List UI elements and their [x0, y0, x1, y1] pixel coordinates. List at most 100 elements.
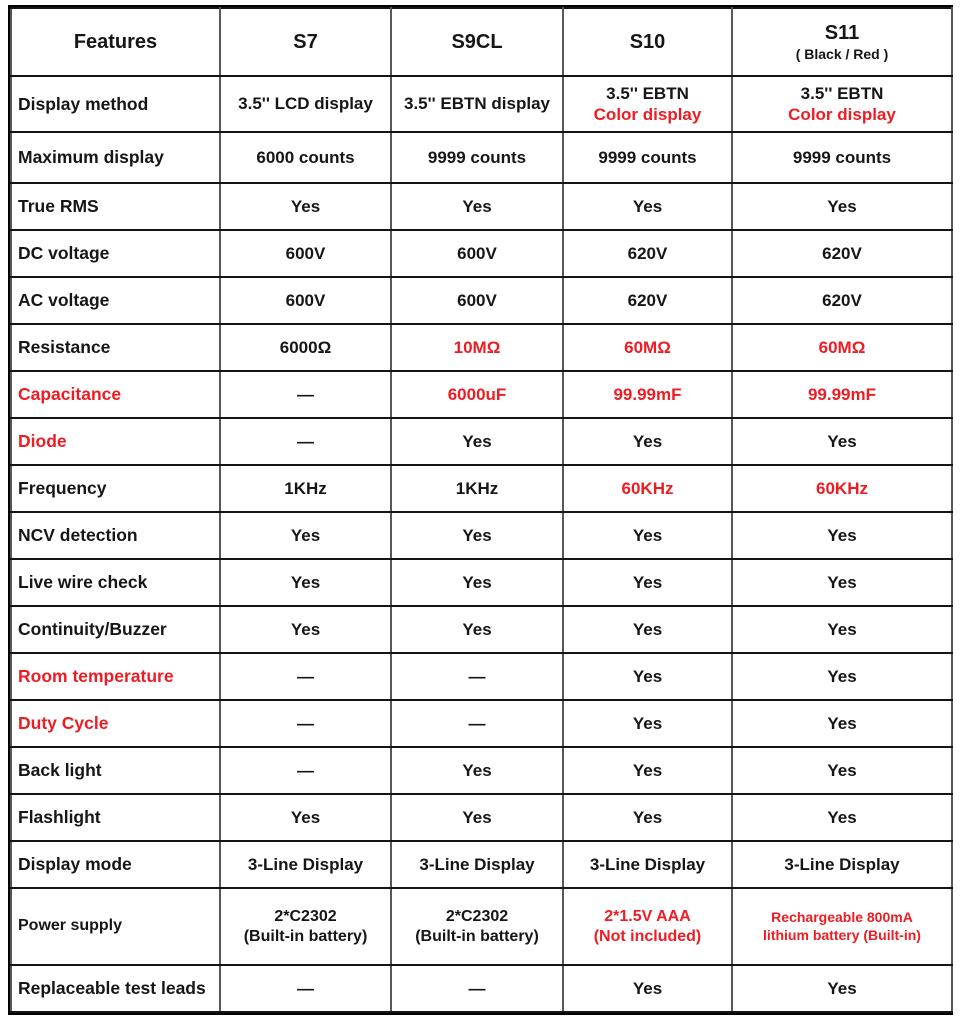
- value-line: 600V: [285, 243, 326, 263]
- value-cell: Yes: [390, 511, 564, 560]
- value-line: Yes: [827, 619, 857, 639]
- value-cell: Rechargeable 800mA lithium battery (Built…: [731, 887, 953, 966]
- value-line: Yes: [632, 572, 663, 592]
- column-header-label: S7: [293, 30, 318, 53]
- value-cell: 620V: [562, 229, 733, 278]
- feature-label: DC voltage: [10, 229, 221, 278]
- value-line: Yes: [827, 978, 857, 998]
- value-line: 99.99mF: [613, 384, 682, 404]
- value-line: 3.5'' EBTN display: [403, 94, 551, 114]
- value-cell: Yes: [219, 511, 392, 560]
- feature-label: AC voltage: [10, 276, 221, 325]
- value-cell: 9999 counts: [562, 131, 733, 184]
- value-cell: 6000 counts: [219, 131, 392, 184]
- value-line: Yes: [632, 807, 663, 827]
- table-row: DC voltage 600V 600V 620V 620V: [10, 229, 953, 278]
- value-line: 9999 counts: [427, 147, 527, 167]
- table-row: Replaceable test leads — — Yes Yes: [10, 964, 953, 1013]
- value-cell: Yes: [731, 746, 953, 795]
- value-cell: Yes: [390, 746, 564, 795]
- value-cell: 620V: [562, 276, 733, 325]
- table-row: True RMS Yes Yes Yes Yes: [10, 182, 953, 231]
- feature-label: Continuity/Buzzer: [10, 605, 221, 654]
- value-cell: 3.5'' EBTN Color display: [731, 75, 953, 133]
- value-line: Yes: [462, 431, 492, 451]
- value-line: Yes: [632, 196, 663, 216]
- value-line: 3-Line Display: [589, 854, 706, 874]
- value-cell: 620V: [731, 276, 953, 325]
- value-cell: —: [390, 652, 564, 701]
- value-cell: 3-Line Display: [562, 840, 733, 889]
- table-row: Continuity/Buzzer Yes Yes Yes Yes: [10, 605, 953, 654]
- column-header-s7: S7: [219, 7, 392, 77]
- table-row: Room temperature — — Yes Yes: [10, 652, 953, 701]
- value-line: Yes: [632, 431, 663, 451]
- value-cell: 600V: [219, 276, 392, 325]
- value-cell: Yes: [219, 558, 392, 607]
- value-line: 99.99mF: [807, 384, 877, 404]
- value-cell: Yes: [731, 652, 953, 701]
- value-line: —: [468, 978, 486, 998]
- value-line: Yes: [290, 572, 321, 592]
- value-cell: Yes: [731, 558, 953, 607]
- comparison-table: Features S7 S9CL S10 S11 ( Black / Red )…: [10, 7, 953, 1013]
- value-line: —: [297, 760, 314, 780]
- value-cell: 60KHz: [731, 464, 953, 513]
- value-cell: 1KHz: [219, 464, 392, 513]
- value-line: Yes: [290, 807, 321, 827]
- value-cell: 10MΩ: [390, 323, 564, 372]
- value-line: Yes: [632, 525, 663, 545]
- value-line: 1KHz: [284, 478, 327, 498]
- value-line: 600V: [285, 290, 326, 310]
- value-cell: Yes: [731, 964, 953, 1013]
- value-cell: —: [390, 964, 564, 1013]
- value-cell: 600V: [390, 276, 564, 325]
- value-line: Yes: [827, 572, 857, 592]
- value-cell: 3.5'' LCD display: [219, 75, 392, 133]
- value-line: (Not included): [593, 927, 702, 945]
- value-cell: Yes: [731, 793, 953, 842]
- value-cell: 99.99mF: [562, 370, 733, 419]
- value-cell: Yes: [562, 511, 733, 560]
- value-line: lithium battery (Built-in): [763, 926, 921, 943]
- value-line: (Built-in battery): [243, 927, 368, 945]
- value-cell: Yes: [562, 652, 733, 701]
- table-row: NCV detection Yes Yes Yes Yes: [10, 511, 953, 560]
- value-line: 600V: [457, 243, 497, 263]
- value-cell: 99.99mF: [731, 370, 953, 419]
- value-line: Yes: [632, 760, 663, 780]
- comparison-table-wrapper: Features S7 S9CL S10 S11 ( Black / Red )…: [8, 5, 953, 1015]
- value-line: 9999 counts: [598, 147, 697, 167]
- value-line: Yes: [290, 525, 321, 545]
- value-cell: —: [390, 699, 564, 748]
- feature-label: Flashlight: [10, 793, 221, 842]
- value-line: —: [297, 978, 314, 998]
- value-cell: 2*C2302 (Built-in battery): [219, 887, 392, 966]
- value-line: Yes: [462, 760, 492, 780]
- value-cell: Yes: [219, 793, 392, 842]
- value-line: 60MΩ: [818, 337, 866, 357]
- column-header-features: Features: [10, 7, 221, 77]
- value-line: 620V: [822, 243, 862, 263]
- column-header-s10: S10: [562, 7, 733, 77]
- value-line: Yes: [827, 760, 857, 780]
- feature-label: Diode: [10, 417, 221, 466]
- value-cell: Yes: [562, 182, 733, 231]
- value-line: Yes: [632, 619, 663, 639]
- column-header-label: Features: [73, 30, 158, 53]
- value-cell: Yes: [562, 558, 733, 607]
- value-line: —: [297, 666, 314, 686]
- table-row: Display method 3.5'' LCD display 3.5'' EBT…: [10, 75, 953, 133]
- value-line: —: [297, 384, 314, 404]
- value-line: —: [297, 713, 314, 733]
- value-cell: Yes: [562, 964, 733, 1013]
- value-line: 3-Line Display: [419, 854, 535, 874]
- value-cell: 3.5'' EBTN display: [390, 75, 564, 133]
- table-row: Display mode 3-Line Display 3-Line Display…: [10, 840, 953, 889]
- value-line: Yes: [290, 196, 321, 216]
- value-line: 3-Line Display: [784, 854, 900, 874]
- value-line: Yes: [632, 978, 663, 998]
- value-cell: 1KHz: [390, 464, 564, 513]
- feature-label: Resistance: [10, 323, 221, 372]
- value-cell: Yes: [390, 793, 564, 842]
